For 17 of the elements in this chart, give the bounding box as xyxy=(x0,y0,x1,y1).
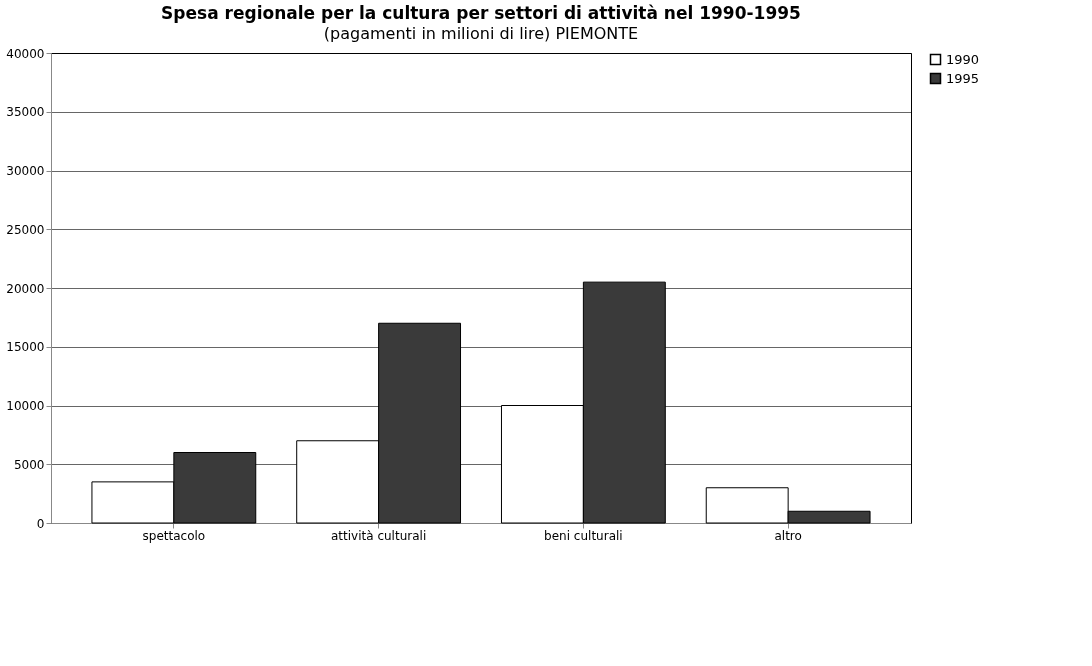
y-tick-label: 20000 xyxy=(6,281,45,296)
y-tick-label: 40000 xyxy=(6,46,45,61)
y-tick-label: 25000 xyxy=(6,222,45,237)
y-tick-label: 30000 xyxy=(6,164,45,178)
legend-label: 1995 xyxy=(946,70,980,86)
x-tick-label: spettacolo xyxy=(142,528,206,543)
x-tick-label: beni culturali xyxy=(544,528,623,543)
y-tick-label: 5000 xyxy=(13,457,45,472)
y-tick-label: 0 xyxy=(36,516,45,531)
chart-subtitle: (pagamenti in milioni di lire) PIEMONTE xyxy=(323,24,639,43)
x-tick-label: attività culturali xyxy=(331,528,427,543)
chart-title: Spesa regionale per la cultura per settori di attività nel 1990-1995 xyxy=(161,3,801,23)
legend-label: 1990 xyxy=(946,51,980,67)
y-tick-label: 15000 xyxy=(6,340,45,355)
y-tick-label: 35000 xyxy=(6,105,45,120)
x-tick-label: altro xyxy=(774,528,802,543)
y-tick-label: 10000 xyxy=(6,399,45,413)
